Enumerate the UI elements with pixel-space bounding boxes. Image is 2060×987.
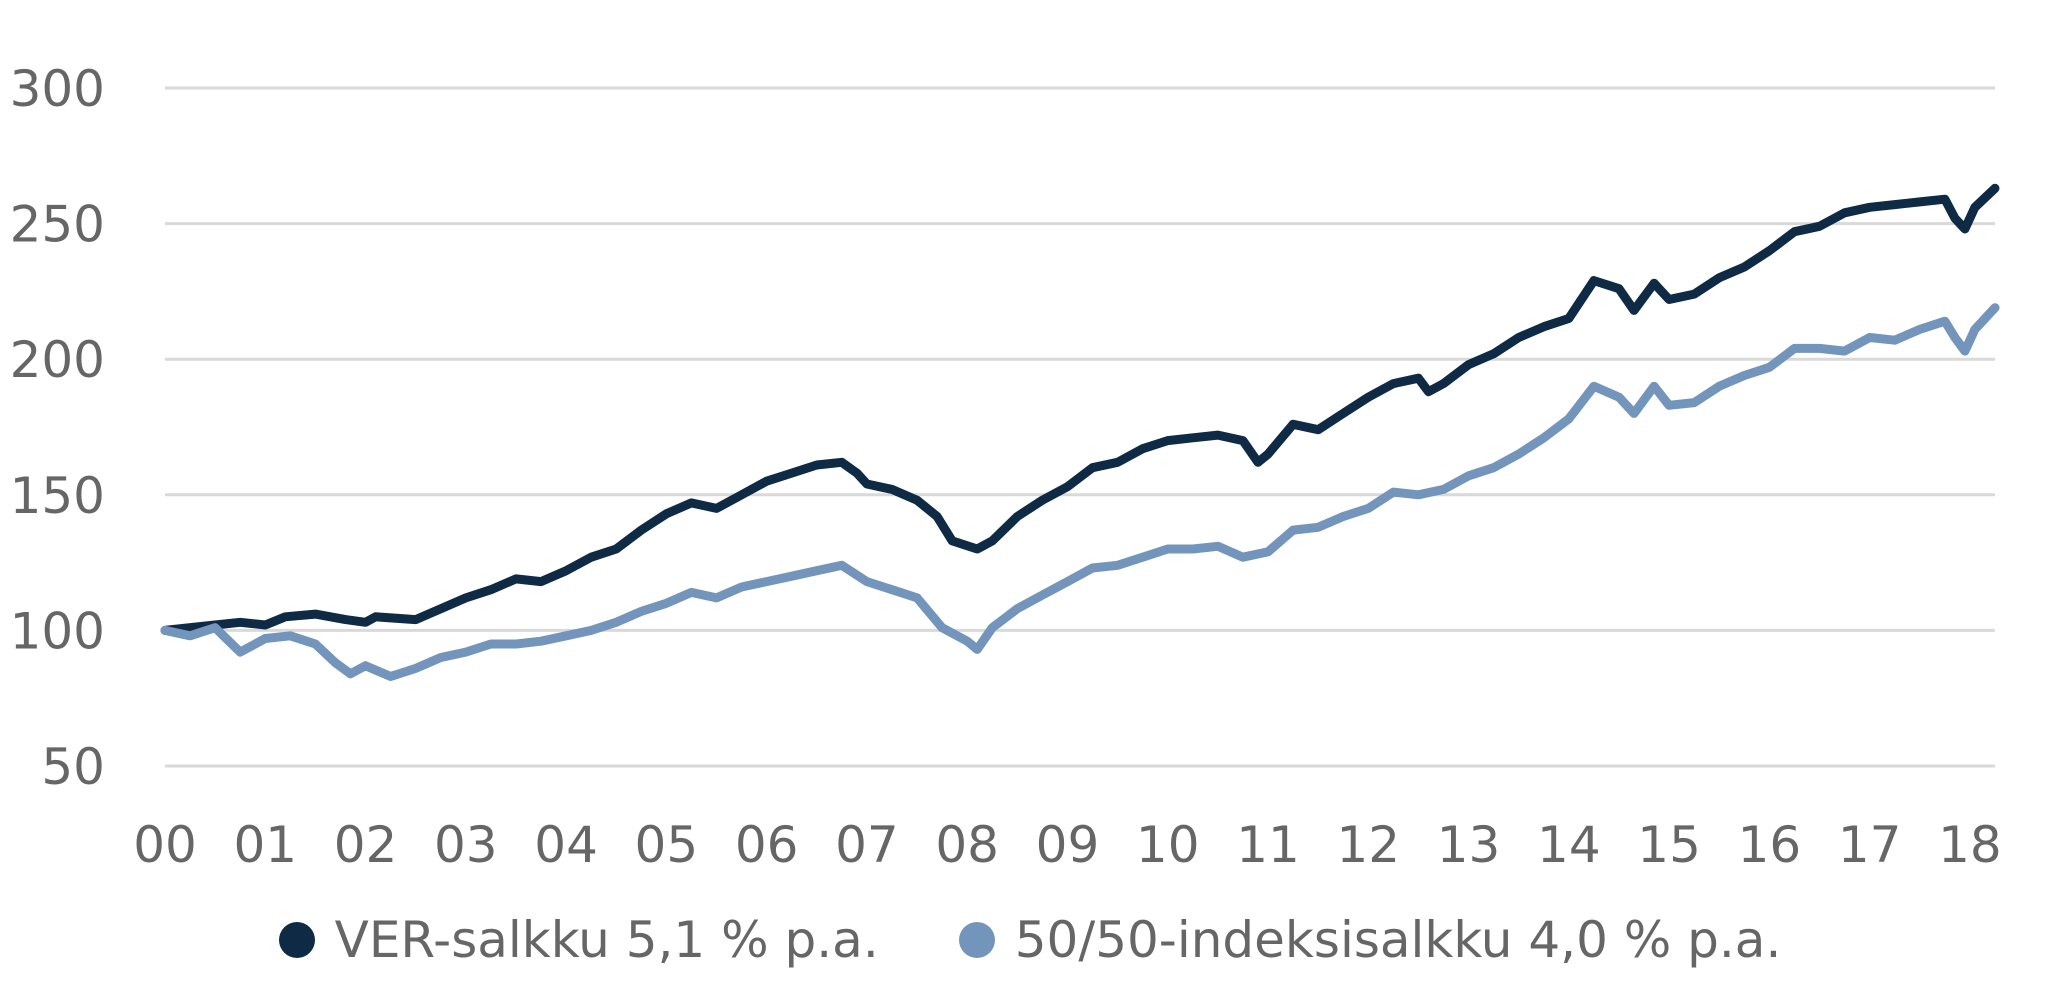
- x-tick-label: 13: [1437, 816, 1501, 874]
- x-tick-label: 03: [434, 816, 498, 874]
- x-axis-ticks: 00 01 02 03 04 05 06 07 08 09 10 11 12 13 14 15 16 17 18: [133, 816, 2002, 874]
- y-tick-label: 300: [10, 60, 105, 118]
- x-tick-label: 09: [1036, 816, 1100, 874]
- y-tick-label: 50: [41, 738, 105, 796]
- x-tick-label: 12: [1336, 816, 1400, 874]
- series-line-0: [160, 183, 2000, 635]
- y-tick-label: 250: [10, 196, 105, 254]
- x-tick-label: 05: [635, 816, 699, 874]
- x-tick-label: 07: [835, 816, 899, 874]
- legend-label-ver-salkku: VER-salkku 5,1 % p.a.: [334, 911, 879, 969]
- x-tick-label: 06: [735, 816, 799, 874]
- gridlines: [165, 86, 1995, 768]
- x-tick-label: 16: [1738, 816, 1802, 874]
- x-tick-label: 18: [1938, 816, 2002, 874]
- legend-item-ver-salkku: VER-salkku 5,1 % p.a.: [278, 911, 879, 969]
- x-tick-label: 00: [133, 816, 197, 874]
- y-tick-label: 150: [10, 467, 105, 525]
- y-axis-ticks: 50 100 150 200 250 300: [10, 60, 105, 796]
- x-tick-label: 01: [233, 816, 297, 874]
- x-tick-label: 17: [1838, 816, 1902, 874]
- x-tick-label: 14: [1537, 816, 1601, 874]
- x-tick-label: 08: [935, 816, 999, 874]
- series-line-1: [160, 303, 2000, 681]
- legend-marker-ver-salkku: [278, 922, 315, 958]
- x-tick-label: 15: [1637, 816, 1701, 874]
- legend: VER-salkku 5,1 % p.a. 50/50-indeksisalkk…: [0, 900, 2060, 980]
- x-tick-label: 10: [1136, 816, 1200, 874]
- x-tick-label: 04: [534, 816, 598, 874]
- y-tick-label: 200: [10, 331, 105, 389]
- y-tick-label: 100: [10, 602, 105, 660]
- x-tick-label: 02: [334, 816, 398, 874]
- legend-marker-indeksisalkku: [958, 922, 995, 958]
- legend-item-indeksisalkku: 50/50-indeksisalkku 4,0 % p.a.: [958, 911, 1782, 969]
- legend-label-indeksisalkku: 50/50-indeksisalkku 4,0 % p.a.: [1014, 911, 1782, 969]
- x-tick-label: 11: [1236, 816, 1300, 874]
- series-lines: [160, 183, 2000, 681]
